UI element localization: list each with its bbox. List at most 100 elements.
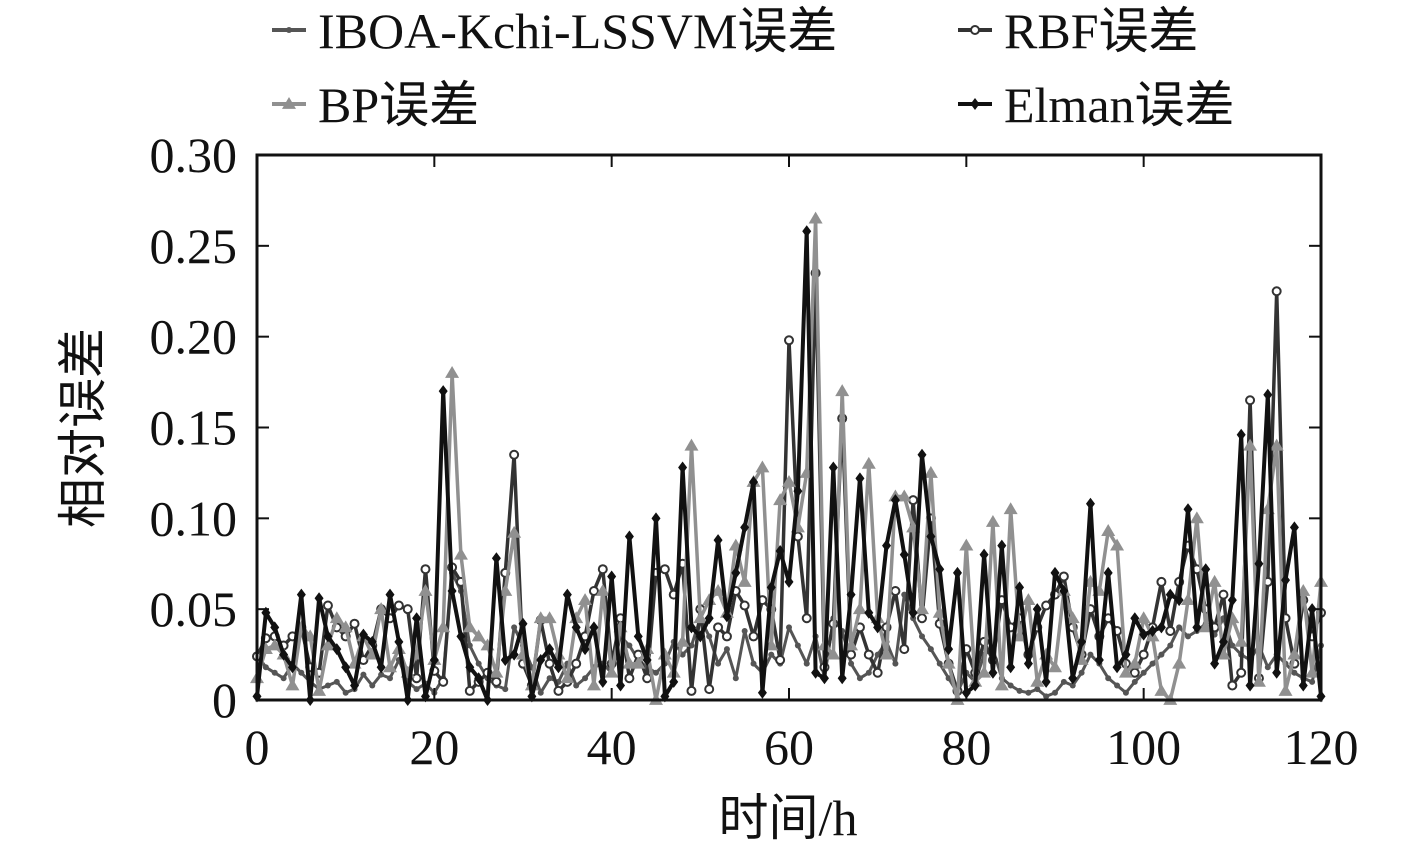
y-tick-label: 0.05 xyxy=(150,581,238,637)
iboa-kchi-lssvm-data-point xyxy=(715,660,722,667)
iboa-kchi-lssvm-data-point xyxy=(537,689,544,696)
iboa-kchi-lssvm-data-point xyxy=(387,675,393,682)
bp-data-point xyxy=(1048,660,1062,673)
elman-data-point xyxy=(988,666,998,679)
bp-data-point xyxy=(994,678,1009,691)
elman-data-point xyxy=(394,635,404,648)
elman-data-point xyxy=(1015,581,1025,594)
elman-data-point xyxy=(314,592,324,605)
bp-data-point xyxy=(915,602,929,615)
iboa-kchi-lssvm-data-point xyxy=(1229,642,1236,649)
iboa-kchi-lssvm-data-point xyxy=(1025,689,1032,696)
rbf-data-point xyxy=(509,449,520,460)
bp-data-point xyxy=(586,678,601,691)
bp-data-point xyxy=(1127,656,1142,669)
iboa-kchi-lssvm-data-point xyxy=(706,633,713,640)
elman-data-point xyxy=(1289,521,1299,534)
rbf-data-point xyxy=(1129,667,1140,678)
bp-data-point xyxy=(631,656,646,669)
rbf-data-point xyxy=(1058,571,1069,582)
elman-data-point xyxy=(882,539,892,552)
bp-data-point xyxy=(897,489,912,502)
rbf-data-point xyxy=(739,600,750,611)
elman-data-point xyxy=(279,648,289,661)
elman-data-point xyxy=(811,666,821,679)
elman-data-point xyxy=(562,588,572,601)
bp-data-point xyxy=(578,593,593,605)
elman-data-point xyxy=(536,654,546,667)
bp-data-point xyxy=(1110,538,1125,551)
bp-data-point xyxy=(1198,620,1213,633)
bp-data-point xyxy=(1207,574,1222,587)
elman-data-point xyxy=(1254,557,1264,570)
elman-data-point xyxy=(412,612,422,625)
elman-data-point xyxy=(775,545,785,558)
bp-data-point xyxy=(1189,511,1204,524)
iboa-kchi-lssvm-data-point xyxy=(369,682,376,689)
elman-data-point xyxy=(1077,635,1087,648)
elman-data-point xyxy=(1023,657,1033,670)
rbf-data-point xyxy=(553,685,564,696)
elman-data-point xyxy=(722,610,732,623)
iboa-kchi-lssvm-data-point xyxy=(466,642,473,649)
elman-data-point xyxy=(1121,648,1131,661)
iboa-kchi-lssvm-data-point xyxy=(768,651,775,658)
y-tick-label: 0.15 xyxy=(150,400,238,456)
bp-data-point xyxy=(462,620,477,633)
iboa-kchi-lssvm-data-point xyxy=(333,678,340,685)
bp-data-point xyxy=(1243,438,1258,451)
iboa-kchi-lssvm-data-point xyxy=(803,660,810,667)
rbf-data-point xyxy=(1165,625,1176,636)
bp-data-point xyxy=(1251,674,1266,687)
iboa-kchi-lssvm-data-point xyxy=(1140,669,1147,676)
rbf-data-point xyxy=(846,649,857,660)
iboa-kchi-lssvm-data-point xyxy=(1087,651,1094,658)
elman-data-point xyxy=(970,679,980,692)
elman-data-point xyxy=(633,630,643,643)
rbf-data-point xyxy=(1138,649,1149,660)
x-axis-title: 时间/h xyxy=(719,790,858,846)
rbf-data-point xyxy=(713,622,724,633)
bp-data-point xyxy=(320,638,335,651)
iboa-kchi-lssvm-data-point xyxy=(927,646,934,653)
x-tick-label: 120 xyxy=(1284,719,1359,775)
elman-data-point xyxy=(1298,679,1308,692)
bp-data-point xyxy=(1118,665,1133,678)
elman-data-point xyxy=(580,643,590,656)
iboa-kchi-lssvm-data-point xyxy=(732,675,739,682)
elman-data-point xyxy=(1068,672,1078,685)
bp-data-point xyxy=(1030,674,1045,687)
elman-data-point xyxy=(908,606,918,619)
axes-layer: 0 20 40 60 80 100 120 0 0.05 0.10 0.15 0.20 0.25 0.30 xyxy=(150,127,1359,775)
series-layer xyxy=(250,211,1328,706)
rbf-data-point xyxy=(438,676,449,687)
y-tick-label: 0 xyxy=(212,672,237,728)
y-axis-title: 相对误差 xyxy=(55,328,111,528)
iboa-kchi-lssvm-data-point xyxy=(573,682,580,689)
bp-data-point xyxy=(507,525,522,538)
elman-data-point xyxy=(438,385,448,398)
elman-data-point xyxy=(1094,654,1104,667)
bp-data-point xyxy=(542,611,557,624)
bp-data-point xyxy=(1234,634,1249,647)
iboa-kchi-lssvm-data-point xyxy=(1185,633,1191,640)
elman-data-point xyxy=(376,661,386,674)
iboa-kchi-lssvm-data-point xyxy=(582,675,589,682)
elman-data-point xyxy=(571,621,581,634)
elman-data-point xyxy=(837,672,847,685)
bp-data-point xyxy=(782,475,796,487)
rbf-data-point xyxy=(420,564,431,575)
elman-data-point xyxy=(1041,675,1051,688)
rbf-data-point xyxy=(624,673,635,684)
elman-data-point xyxy=(296,588,306,601)
bp-data-point xyxy=(1216,647,1231,660)
rbf-data-point xyxy=(1156,576,1167,587)
legend-item-iboa-kchi-lssvm: IBOA-Kchi-LSSVM误差 xyxy=(272,3,837,59)
elman-data-point xyxy=(1272,666,1282,679)
elman-data-point xyxy=(802,225,812,238)
rbf-data-point xyxy=(1236,667,1247,678)
elman-data-point xyxy=(500,654,510,667)
elman-data-point xyxy=(1174,594,1184,607)
elman-data-point xyxy=(678,461,688,474)
elman-data-point xyxy=(509,648,519,661)
